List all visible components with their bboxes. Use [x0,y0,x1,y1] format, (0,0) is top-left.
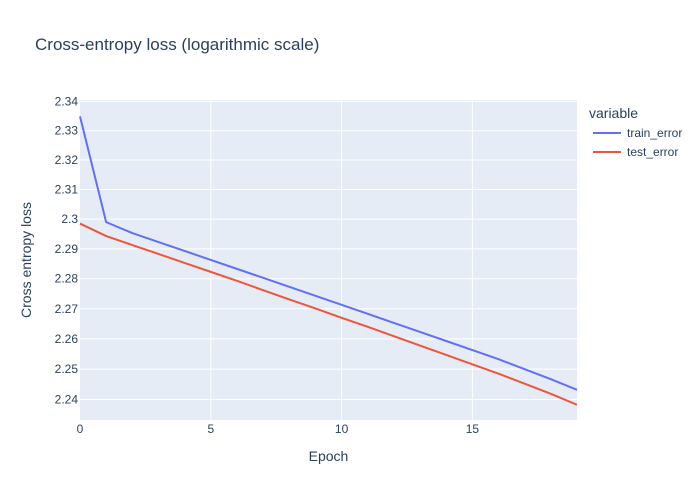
y-gridlines [80,100,577,401]
legend-title: variable [589,105,638,121]
y-tick-label: 2.24 [55,393,79,407]
y-axis-title: Cross entropy loss [18,202,34,318]
x-tick-label: 15 [466,422,480,436]
x-tick-label: 10 [335,422,349,436]
y-tick-label: 2.27 [55,302,79,316]
y-tick-label: 2.26 [55,332,79,346]
y-tick-label: 2.34 [55,94,79,108]
y-tick-label: 2.33 [55,124,79,138]
legend-label: test_error [627,145,678,159]
x-axis-title: Epoch [309,448,349,464]
series-line-test-error [79,222,578,406]
y-tick-label: 2.29 [55,242,79,256]
series-line-train-error [79,116,578,391]
y-tick-label: 2.3 [61,212,78,226]
plot-area [80,100,577,420]
chart-title: Cross-entropy loss (logarithmic scale) [35,35,319,54]
y-tick-labels: 2.24 2.25 2.26 2.27 2.28 2.29 2.3 2.31 2.32 2.33 2… [55,94,79,406]
x-tick-label: 5 [207,422,214,436]
y-tick-label: 2.25 [55,362,79,376]
legend-item-train-error[interactable]: train_error [593,126,682,140]
legend[interactable]: variable train_error test_error [589,105,682,159]
x-tick-label: 0 [77,422,84,436]
series-lines [79,116,578,406]
y-tick-label: 2.32 [55,153,79,167]
y-tick-label: 2.31 [55,183,79,197]
legend-label: train_error [627,126,682,140]
y-tick-label: 2.28 [55,272,79,286]
legend-item-test-error[interactable]: test_error [593,145,678,159]
x-tick-labels: 0 5 10 15 [77,422,480,436]
